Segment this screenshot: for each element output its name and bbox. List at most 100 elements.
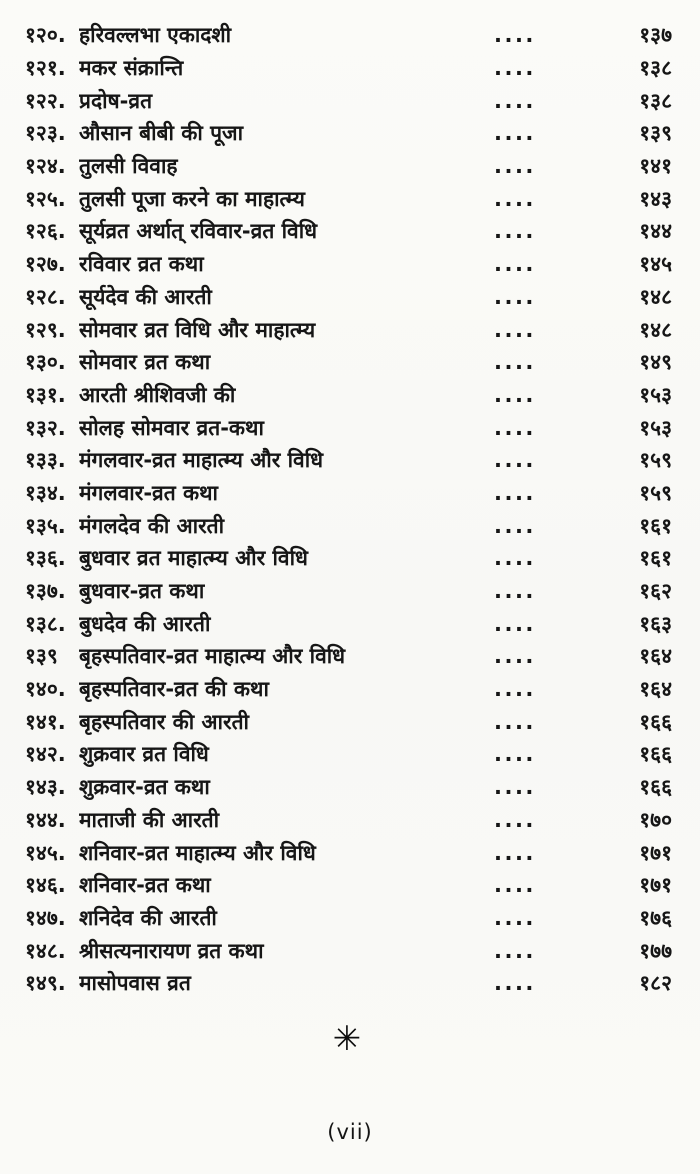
toc-row: १३८. बुधदेव की आरती .... १६३ (25, 607, 672, 640)
toc-row: १३३. मंगलवार-व्रत माहात्म्य और विधि ....… (25, 444, 672, 477)
toc-row: १३६. बुधवार व्रत माहात्म्य और विधि .... … (25, 542, 672, 575)
entry-title: शनिवार-व्रत माहात्म्य और विधि (79, 840, 316, 865)
entry-number: १२६. (25, 219, 66, 244)
leader-dots: .... (494, 905, 536, 930)
entry-number: १३९ (25, 644, 58, 669)
entry-title: सोमवार व्रत कथा (79, 350, 211, 375)
toc-row: १३२. सोलह सोमवार व्रत-कथा .... १५३ (25, 411, 672, 444)
entry-page-number: १७० (639, 807, 672, 832)
entry-page-number: १६२ (639, 579, 672, 604)
entry-number: १३३. (25, 448, 66, 473)
entry-number: १४३. (25, 775, 66, 800)
toc-row: १४२. शुक्रवार व्रत विधि .... १६६ (25, 738, 672, 771)
entry-title: शुक्रवार-व्रत कथा (79, 775, 210, 800)
entry-page-number: १३८ (639, 88, 672, 113)
toc-row: १२२. प्रदोष-व्रत .... १३८ (25, 84, 672, 117)
leader-dots: .... (494, 579, 536, 604)
entry-number: १४१. (25, 709, 66, 734)
entry-number: १२३. (25, 121, 66, 146)
entry-page-number: १६६ (639, 709, 672, 734)
toc-row: १२६. सूर्यव्रत अर्थात् रविवार-व्रत विधि … (25, 215, 672, 248)
toc-row: १३१. आरती श्रीशिवजी की .... १५३ (25, 379, 672, 412)
entry-title: सूर्यव्रत अर्थात् रविवार-व्रत विधि (79, 219, 318, 244)
entry-page-number: १४१ (639, 154, 672, 179)
entry-title: बृहस्पतिवार-व्रत माहात्म्य और विधि (79, 644, 346, 669)
entry-page-number: १५९ (639, 480, 672, 505)
entry-number: १२७. (25, 252, 66, 277)
entry-number: १३४. (25, 480, 66, 505)
toc-row: १४६. शनिवार-व्रत कथा .... १७१ (25, 869, 672, 902)
leader-dots: .... (494, 23, 536, 48)
toc-row: १३५. मंगलदेव की आरती .... १६१ (25, 509, 672, 542)
entry-number: १२९. (25, 317, 66, 342)
entry-number: १३१. (25, 382, 66, 407)
leader-dots: .... (494, 546, 536, 571)
leader-dots: .... (494, 382, 536, 407)
entry-title: बुधदेव की आरती (79, 611, 211, 636)
entry-number: १२४. (25, 154, 66, 179)
entry-number: १४९. (25, 971, 66, 996)
toc-row: १२५. तुलसी पूजा करने का माहात्म्य .... १… (25, 182, 672, 215)
toc-row: १४५. शनिवार-व्रत माहात्म्य और विधि .... … (25, 836, 672, 869)
leader-dots: .... (494, 448, 536, 473)
entry-page-number: १८२ (639, 971, 672, 996)
entry-number: १२०. (25, 23, 66, 48)
entry-number: १४०. (25, 677, 66, 702)
entry-title: माताजी की आरती (79, 807, 220, 832)
leader-dots: .... (494, 219, 536, 244)
leader-dots: .... (494, 971, 536, 996)
entry-number: १२५. (25, 186, 66, 211)
toc-row: १४९. मासोपवास व्रत .... १८२ (25, 967, 672, 1000)
entry-title: मंगलदेव की आरती (79, 513, 225, 538)
entry-number: १२८. (25, 284, 66, 309)
toc-row: १४३. शुक्रवार-व्रत कथा .... १६६ (25, 771, 672, 804)
entry-number: १३६. (25, 546, 66, 571)
entry-page-number: १६१ (639, 546, 672, 571)
leader-dots: .... (494, 938, 536, 963)
leader-dots: .... (494, 840, 536, 865)
entry-page-number: १४९ (639, 350, 672, 375)
toc-row: १४४. माताजी की आरती .... १७० (25, 804, 672, 837)
entry-page-number: १७७ (639, 938, 672, 963)
entry-page-number: १३८ (639, 56, 672, 81)
toc-row: १३०. सोमवार व्रत कथा .... १४९ (25, 346, 672, 379)
leader-dots: .... (494, 513, 536, 538)
page-number-label: (vii) (327, 1120, 373, 1144)
entry-page-number: १५३ (639, 415, 672, 440)
leader-dots: .... (494, 154, 536, 179)
leader-dots: .... (494, 807, 536, 832)
entry-page-number: १४३ (639, 186, 672, 211)
entry-title: बुधवार-व्रत कथा (79, 579, 205, 604)
entry-number: १३०. (25, 350, 66, 375)
entry-page-number: १७१ (639, 873, 672, 898)
entry-title: तुलसी विवाह (79, 154, 178, 179)
entry-title: बुधवार व्रत माहात्म्य और विधि (79, 546, 308, 571)
leader-dots: .... (494, 644, 536, 669)
entry-title: शनिवार-व्रत कथा (79, 873, 211, 898)
toc-row: १३७. बुधवार-व्रत कथा .... १६२ (25, 575, 672, 608)
leader-dots: .... (494, 775, 536, 800)
entry-page-number: १३९ (639, 121, 672, 146)
entry-page-number: १४४ (639, 219, 672, 244)
leader-dots: .... (494, 284, 536, 309)
entry-page-number: १६४ (639, 677, 672, 702)
toc-row: १४१. बृहस्पतिवार की आरती .... १६६ (25, 705, 672, 738)
toc-row: १४८. श्रीसत्यनारायण व्रत कथा .... १७७ (25, 934, 672, 967)
leader-dots: .... (494, 317, 536, 342)
entry-page-number: १७६ (639, 905, 672, 930)
entry-title: सोमवार व्रत विधि और माहात्म्य (79, 317, 316, 342)
toc-row: १३४. मंगलवार-व्रत कथा .... १५९ (25, 477, 672, 510)
entry-page-number: १६४ (639, 644, 672, 669)
toc-row: १२०. हरिवल्लभा एकादशी .... १३७ (25, 19, 672, 52)
entry-page-number: १६६ (639, 742, 672, 767)
entry-title: बृहस्पतिवार की आरती (79, 709, 250, 734)
leader-dots: .... (494, 350, 536, 375)
entry-title: औसान बीबी की पूजा (79, 121, 244, 146)
entry-number: १३८. (25, 611, 66, 636)
entry-page-number: १५९ (639, 448, 672, 473)
section-end-asterisk-icon: ✳ (332, 1019, 362, 1059)
entry-title: प्रदोष-व्रत (79, 88, 153, 113)
entry-page-number: १४८ (639, 284, 672, 309)
entry-page-number: १६१ (639, 513, 672, 538)
